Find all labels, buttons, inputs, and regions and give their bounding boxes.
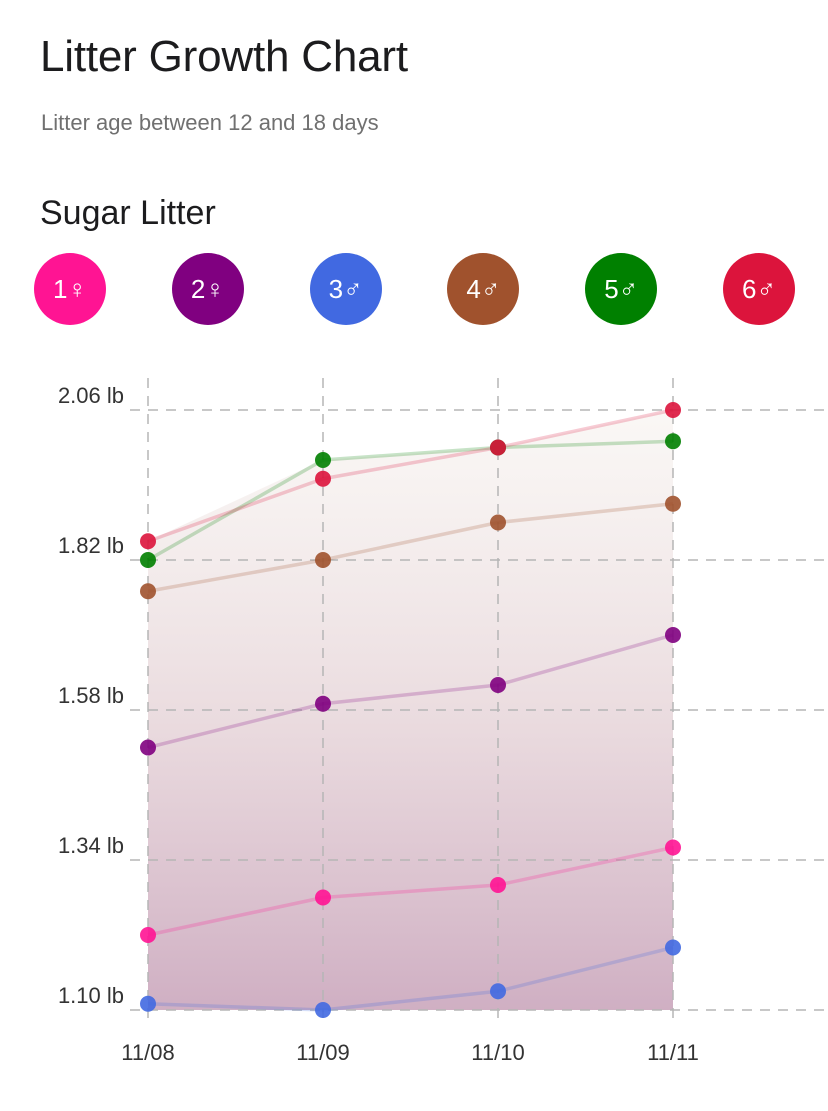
data-point-4-2 (315, 552, 331, 568)
data-point-5-4 (665, 433, 681, 450)
data-point-3-3 (490, 983, 506, 1000)
pup-button-1[interactable]: 1♀ (34, 253, 106, 325)
y-tick-label: 1.34 lb (58, 833, 124, 858)
data-point-1-1 (140, 927, 156, 943)
pup-label: 3♂ (328, 273, 363, 304)
data-point-3-4 (665, 939, 681, 956)
pup-label: 5♂ (604, 273, 639, 304)
pup-label: 6♂ (742, 273, 776, 304)
series-line-6 (147, 408, 674, 543)
series-line-4 (147, 502, 674, 593)
data-point-2-4 (665, 627, 681, 643)
data-point-6-1 (140, 533, 156, 550)
series-line-3 (147, 945, 674, 1012)
pup-button-4[interactable]: 4♂ (447, 253, 520, 325)
data-point-2-3 (490, 677, 506, 693)
x-tick-label: 11/08 (121, 1040, 174, 1065)
litter-name: Sugar Litter (40, 194, 216, 232)
x-tick-label: 11/10 (471, 1040, 524, 1065)
data-point-5-2 (315, 452, 331, 468)
page-title: Litter Growth Chart (40, 32, 408, 81)
x-tick-label: 11/11 (647, 1040, 699, 1065)
data-point-3-1 (140, 995, 156, 1012)
y-tick-label: 1.58 lb (58, 683, 124, 708)
pup-button-2[interactable]: 2♀ (171, 253, 244, 325)
data-point-2-1 (140, 739, 156, 756)
data-point-4-4 (665, 495, 681, 512)
growth-chart: 2.06 lb 1.82 lb 1.58 lb 1.34 lb 1.10 lb 11/08… (58, 378, 828, 1065)
data-point-6-4 (665, 402, 681, 418)
pup-button-6[interactable]: 6♂ (722, 253, 795, 325)
pup-button-3[interactable]: 3♂ (309, 253, 382, 325)
series-line-1 (147, 845, 674, 937)
data-point-5-1 (140, 552, 156, 568)
y-tick-label: 1.82 lb (58, 533, 124, 558)
pup-selector: 1♀ 2♀ 3♂ 4♂ 5♂ 6♂ (34, 253, 795, 325)
data-point-4-3 (490, 514, 506, 531)
data-point-2-2 (315, 695, 331, 712)
series-line-2 (147, 633, 674, 750)
pup-label: 4♂ (466, 273, 501, 304)
data-point-3-2 (315, 1002, 331, 1018)
y-tick-label: 2.06 lb (58, 383, 124, 408)
pup-label: 2♀ (190, 273, 225, 304)
page-subtitle: Litter age between 12 and 18 days (41, 110, 379, 135)
data-point-1-3 (490, 877, 506, 893)
series-line-5 (147, 439, 674, 562)
y-tick-label: 1.10 lb (58, 983, 124, 1008)
data-point-4-1 (140, 583, 156, 600)
data-point-1-2 (315, 889, 331, 906)
data-point-1-4 (665, 839, 681, 856)
pup-label: 1♀ (53, 273, 87, 304)
data-point-6-3 (490, 439, 506, 456)
pup-button-5[interactable]: 5♂ (585, 253, 658, 325)
x-tick-label: 11/09 (296, 1040, 349, 1065)
data-point-6-2 (315, 470, 331, 487)
